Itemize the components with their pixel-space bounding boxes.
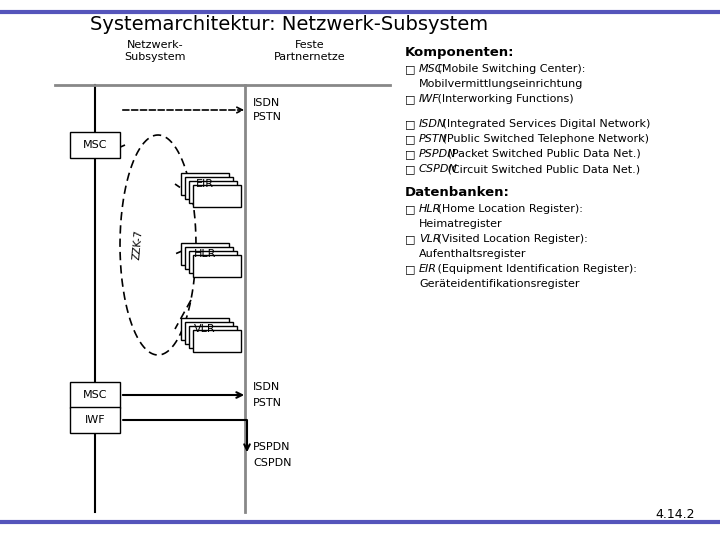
- Text: Mobilvermittlungseinrichtung: Mobilvermittlungseinrichtung: [419, 79, 583, 89]
- Text: (Circuit Switched Public Data Net.): (Circuit Switched Public Data Net.): [444, 164, 640, 174]
- Text: PSPDN: PSPDN: [419, 149, 456, 159]
- Text: EIR: EIR: [196, 179, 214, 189]
- Text: MSC: MSC: [419, 64, 444, 74]
- Text: (Public Switched Telephone Network): (Public Switched Telephone Network): [439, 134, 649, 144]
- Text: □: □: [405, 164, 415, 174]
- Text: □: □: [405, 94, 415, 104]
- Bar: [185, 322, 233, 344]
- Text: (Home Location Register):: (Home Location Register):: [434, 204, 582, 214]
- Text: □: □: [405, 134, 415, 144]
- Bar: [181, 243, 229, 265]
- Bar: [189, 181, 237, 203]
- Bar: [193, 330, 241, 352]
- Text: CSPDN: CSPDN: [419, 164, 458, 174]
- Text: (Visited Location Register):: (Visited Location Register):: [434, 234, 588, 244]
- Text: □: □: [405, 64, 415, 74]
- Bar: [189, 326, 237, 348]
- Text: PSTN: PSTN: [419, 134, 448, 144]
- Bar: [185, 177, 233, 199]
- Text: (Equipment Identification Register):: (Equipment Identification Register):: [434, 264, 636, 274]
- Text: Komponenten:: Komponenten:: [405, 46, 515, 59]
- Text: HLR: HLR: [419, 204, 441, 214]
- Text: Geräteidentifikationsregister: Geräteidentifikationsregister: [419, 279, 580, 289]
- Text: HLR: HLR: [194, 249, 216, 259]
- Text: CSPDN: CSPDN: [253, 458, 292, 468]
- Text: □: □: [405, 264, 415, 274]
- Bar: [181, 318, 229, 340]
- Bar: [181, 173, 229, 195]
- Bar: [193, 255, 241, 277]
- Text: Datenbanken:: Datenbanken:: [405, 186, 510, 199]
- Text: (Integrated Services Digital Network): (Integrated Services Digital Network): [439, 119, 650, 129]
- Text: Netzwerk-
Subsystem: Netzwerk- Subsystem: [125, 40, 186, 63]
- Text: MSC: MSC: [83, 140, 107, 150]
- Text: ISDN: ISDN: [253, 98, 280, 108]
- Text: MSC: MSC: [83, 390, 107, 400]
- Text: (Interworking Functions): (Interworking Functions): [434, 94, 574, 104]
- Bar: [189, 251, 237, 273]
- Text: Feste
Partnernetze: Feste Partnernetze: [274, 40, 346, 63]
- Text: VLR: VLR: [419, 234, 441, 244]
- Bar: [70, 407, 120, 433]
- Bar: [193, 185, 241, 207]
- Text: EIR: EIR: [419, 264, 437, 274]
- Text: □: □: [405, 234, 415, 244]
- Text: □: □: [405, 119, 415, 129]
- Text: Systemarchitektur: Netzwerk-Subsystem: Systemarchitektur: Netzwerk-Subsystem: [90, 15, 488, 33]
- Bar: [70, 132, 120, 158]
- Text: PSPDN: PSPDN: [253, 442, 290, 452]
- Text: ZZK-7: ZZK-7: [132, 230, 144, 260]
- Text: IWF: IWF: [419, 94, 440, 104]
- Text: PSTN: PSTN: [253, 398, 282, 408]
- Text: Heimatregister: Heimatregister: [419, 219, 503, 229]
- Text: IWF: IWF: [85, 415, 105, 425]
- Text: ISDN: ISDN: [253, 382, 280, 392]
- Bar: [185, 247, 233, 269]
- Text: VLR: VLR: [194, 324, 216, 334]
- Text: □: □: [405, 204, 415, 214]
- Text: □: □: [405, 149, 415, 159]
- Text: (Packet Switched Public Data Net.): (Packet Switched Public Data Net.): [444, 149, 641, 159]
- Text: Aufenthaltsregister: Aufenthaltsregister: [419, 249, 526, 259]
- Text: PSTN: PSTN: [253, 112, 282, 122]
- Text: (Mobile Switching Center):: (Mobile Switching Center):: [434, 64, 585, 74]
- Bar: [70, 382, 120, 408]
- Text: 4.14.2: 4.14.2: [655, 509, 695, 522]
- Text: ISDN: ISDN: [419, 119, 446, 129]
